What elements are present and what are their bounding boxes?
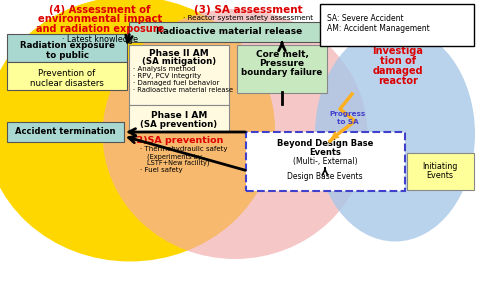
Text: · RPV, PCV integrity: · RPV, PCV integrity [133, 73, 201, 79]
Text: (SA prevention): (SA prevention) [141, 120, 217, 129]
Text: (2)SA prevention: (2)SA prevention [132, 136, 224, 145]
Text: · Radioactive material release: · Radioactive material release [133, 87, 233, 93]
FancyBboxPatch shape [407, 153, 474, 190]
Text: Radioactive material release: Radioactive material release [156, 27, 302, 36]
Text: SA: Severe Accident: SA: Severe Accident [327, 14, 404, 23]
Text: Progress: Progress [330, 111, 366, 117]
FancyBboxPatch shape [320, 4, 474, 46]
Text: · Analysis method: · Analysis method [133, 66, 195, 72]
Text: Radiation exposure: Radiation exposure [20, 42, 114, 51]
Text: boundary failure: boundary failure [241, 68, 323, 77]
FancyBboxPatch shape [7, 62, 127, 90]
Text: tion of: tion of [380, 56, 416, 66]
FancyBboxPatch shape [129, 22, 329, 42]
Text: · Thermohydraulic safety: · Thermohydraulic safety [140, 146, 228, 152]
Text: damaged: damaged [372, 66, 423, 76]
Text: at 1F: at 1F [387, 24, 408, 33]
Ellipse shape [0, 0, 275, 262]
Text: to public: to public [46, 51, 88, 60]
Text: Initiating: Initiating [422, 162, 458, 171]
Text: Accident termination: Accident termination [15, 127, 115, 136]
Ellipse shape [315, 27, 475, 242]
Text: AM: Accident Management: AM: Accident Management [327, 24, 430, 33]
FancyBboxPatch shape [7, 122, 124, 142]
Text: to SA: to SA [337, 119, 359, 125]
Text: Prevention of: Prevention of [38, 69, 96, 79]
Text: Events: Events [427, 171, 454, 180]
Text: Core melt,: Core melt, [255, 50, 309, 59]
Text: Investiga: Investiga [372, 46, 423, 56]
Text: (1): (1) [390, 37, 406, 47]
Text: reactor: reactor [378, 76, 418, 86]
FancyBboxPatch shape [129, 45, 229, 105]
Text: Design Base Events: Design Base Events [287, 172, 363, 181]
Text: (4) Assessment of: (4) Assessment of [49, 5, 151, 15]
FancyBboxPatch shape [237, 45, 327, 93]
Text: environmental impact: environmental impact [38, 14, 162, 24]
Text: Phase II AM: Phase II AM [149, 49, 209, 58]
Text: · Reactor system safety assessment: · Reactor system safety assessment [183, 15, 313, 21]
Text: The accident: The accident [371, 14, 425, 23]
FancyBboxPatch shape [129, 105, 229, 132]
Text: (SA mitigation): (SA mitigation) [142, 57, 216, 66]
Text: and radiation exposure: and radiation exposure [36, 24, 164, 34]
Text: · Latest knowledge: · Latest knowledge [62, 35, 138, 44]
Ellipse shape [103, 9, 368, 259]
Text: Phase I AM: Phase I AM [151, 111, 207, 120]
Text: LSTF+New facility): LSTF+New facility) [147, 160, 209, 166]
FancyBboxPatch shape [246, 132, 405, 191]
Text: nuclear disasters: nuclear disasters [30, 79, 104, 88]
Text: · Damaged fuel behavior: · Damaged fuel behavior [133, 80, 219, 86]
FancyBboxPatch shape [7, 34, 127, 62]
Text: Pressure: Pressure [259, 59, 305, 68]
Text: (3) SA assessment: (3) SA assessment [194, 5, 302, 15]
Text: · Fuel safety: · Fuel safety [140, 167, 182, 173]
Text: Beyond Design Base: Beyond Design Base [277, 139, 373, 148]
Text: (Multi-, External): (Multi-, External) [293, 157, 357, 166]
Text: Events: Events [309, 148, 341, 157]
Text: (Experiments by: (Experiments by [147, 153, 202, 160]
